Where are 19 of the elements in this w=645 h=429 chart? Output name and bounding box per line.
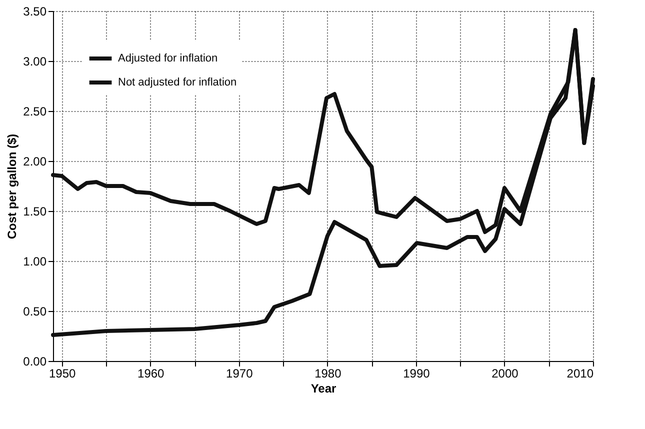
y-tick-label: 2.00: [23, 154, 47, 168]
x-tick-label: 1960: [138, 366, 165, 380]
x-tick-label: 1980: [314, 366, 342, 380]
x-tick-label: 2010: [566, 366, 594, 380]
y-tick-label: 0.00: [23, 354, 47, 368]
y-axis-title: Cost per gallon ($): [5, 134, 20, 240]
y-tick-label: 2.50: [23, 104, 47, 118]
x-tick-label: 1950: [49, 366, 76, 380]
legend-label: Not adjusted for inflation: [118, 76, 237, 88]
y-tick-label: 1.00: [23, 254, 47, 268]
legend-label: Adjusted for inflation: [118, 52, 218, 64]
x-axis-title: Year: [310, 382, 337, 396]
x-tick-label: 2000: [492, 366, 519, 380]
y-tick-label: 0.50: [23, 304, 47, 318]
y-tick-label: 3.00: [23, 54, 47, 68]
y-tick-label: 1.50: [23, 204, 47, 218]
x-tick-label: 1990: [403, 366, 430, 380]
x-tick-label: 1970: [226, 366, 254, 380]
y-tick-label: 3.50: [23, 4, 47, 18]
